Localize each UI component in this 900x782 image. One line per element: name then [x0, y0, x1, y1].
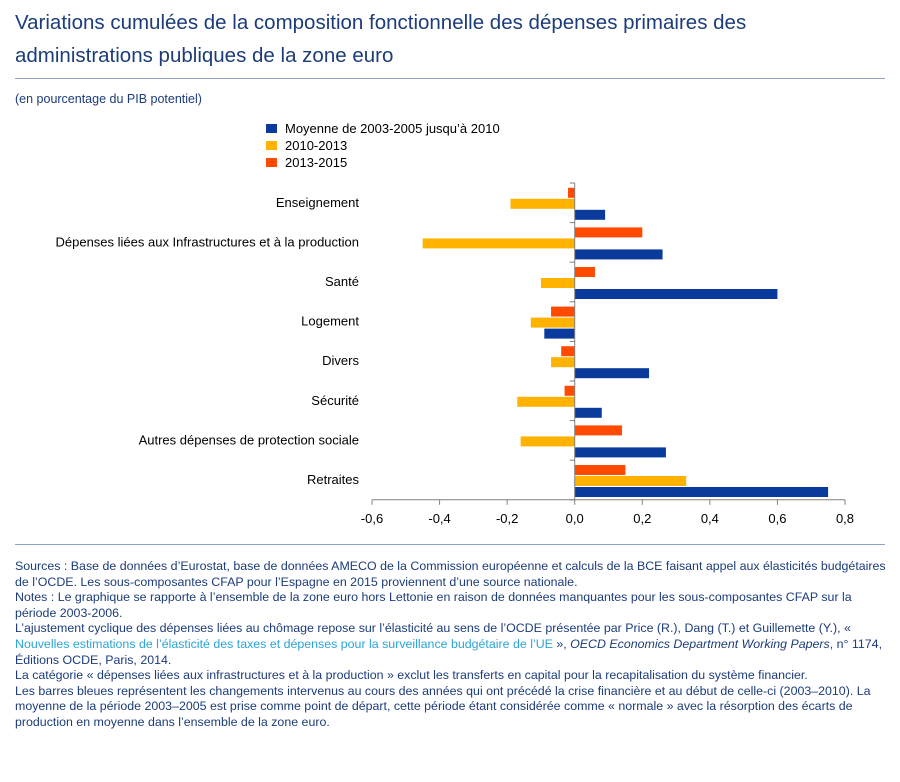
- x-tick-label: -0,4: [428, 511, 450, 526]
- oecd-series-title: OECD Economics Department Working Papers: [570, 636, 830, 651]
- notes-block: Sources : Base de données d’Eurostat, ba…: [15, 559, 887, 731]
- x-tick-label: 0,2: [633, 511, 651, 526]
- general-note: Notes : Le graphique se rapporte à l’ens…: [15, 590, 852, 620]
- legend-label: 2010-2013: [285, 138, 347, 153]
- x-tick-label: -0,2: [496, 511, 518, 526]
- adjustment-note-quote: »,: [556, 636, 571, 651]
- category-label: Autres dépenses de protection sociale: [139, 432, 359, 447]
- bar: [517, 396, 575, 407]
- bar: [574, 209, 606, 220]
- chart-title: Variations cumulées de la composition fo…: [15, 11, 747, 67]
- bar: [574, 407, 602, 418]
- bar: [561, 346, 575, 357]
- x-tick-label: 0,4: [701, 511, 719, 526]
- bar: [551, 357, 575, 368]
- legend-label: 2013-2015: [285, 155, 347, 170]
- category-label: Santé: [325, 274, 359, 289]
- category-label: Sécurité: [311, 393, 359, 408]
- bar: [530, 317, 575, 328]
- bar: [574, 227, 643, 238]
- bar: [567, 187, 575, 198]
- bar: [574, 425, 623, 436]
- x-tick-label: 0,8: [836, 511, 854, 526]
- bar: [520, 436, 575, 447]
- legend-swatch: [266, 141, 277, 150]
- adjustment-note: L’ajustement cyclique des dépenses liées…: [15, 621, 887, 668]
- legend-label: Moyenne de 2003-2005 jusqu’à 2010: [285, 121, 500, 136]
- sources-note: Sources : Base de données d’Eurostat, ba…: [15, 559, 886, 589]
- bar: [574, 487, 829, 497]
- category-label: Divers: [322, 353, 359, 368]
- chart-subtitle: (en pourcentage du PIB potentiel): [15, 92, 202, 106]
- bar-chart: Moyenne de 2003-2005 jusqu’à 2010 2010-20…: [55, 121, 854, 526]
- x-tick-label: 0,6: [768, 511, 786, 526]
- bar: [574, 465, 626, 475]
- bar: [510, 198, 575, 209]
- category-label: Logement: [301, 314, 359, 329]
- category-note: La catégorie « dépenses liées aux infras…: [15, 668, 808, 683]
- bar: [544, 328, 575, 339]
- bar: [574, 289, 778, 299]
- adjustment-note-ref: , n° 1174, Éditions OCDE, Paris, 2014.: [15, 636, 883, 667]
- bar: [540, 278, 575, 288]
- bar: [574, 447, 666, 458]
- category-label: Retraites: [307, 472, 360, 487]
- bar: [564, 385, 575, 396]
- bars-note: Les barres bleues représentent les chang…: [15, 683, 871, 729]
- legend-swatch: [266, 124, 277, 133]
- bar: [574, 267, 595, 277]
- category-label: Enseignement: [276, 195, 359, 210]
- bar: [422, 238, 575, 249]
- oecd-paper-link[interactable]: Nouvelles estimations de l’élasticité de…: [15, 636, 557, 651]
- x-tick-label: -0,6: [361, 511, 383, 526]
- bar: [574, 368, 650, 379]
- title-divider: [15, 78, 885, 79]
- legend-swatch: [266, 158, 277, 167]
- x-tick-label: 0,0: [566, 511, 584, 526]
- bar: [574, 249, 663, 260]
- adjustment-note-text: L’ajustement cyclique des dépenses liées…: [15, 621, 851, 636]
- category-label: Dépenses liées aux Infrastructures et à …: [55, 234, 359, 249]
- bar: [551, 306, 575, 317]
- bar: [574, 476, 687, 486]
- notes-divider: [15, 544, 885, 545]
